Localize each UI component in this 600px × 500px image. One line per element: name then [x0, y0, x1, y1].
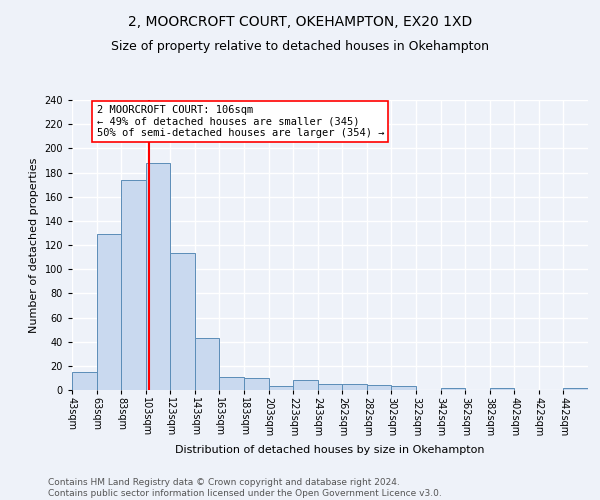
X-axis label: Distribution of detached houses by size in Okehampton: Distribution of detached houses by size … — [175, 444, 485, 454]
Bar — [244, 378, 269, 390]
Text: 2 MOORCROFT COURT: 106sqm
← 49% of detached houses are smaller (345)
50% of semi: 2 MOORCROFT COURT: 106sqm ← 49% of detac… — [97, 105, 384, 138]
Bar — [490, 388, 514, 390]
Bar — [170, 254, 195, 390]
Bar — [391, 386, 416, 390]
Text: 2, MOORCROFT COURT, OKEHAMPTON, EX20 1XD: 2, MOORCROFT COURT, OKEHAMPTON, EX20 1XD — [128, 15, 472, 29]
Bar — [97, 234, 121, 390]
Bar — [72, 372, 97, 390]
Bar — [195, 338, 220, 390]
Bar — [269, 386, 293, 390]
Text: Size of property relative to detached houses in Okehampton: Size of property relative to detached ho… — [111, 40, 489, 53]
Bar — [318, 384, 342, 390]
Bar — [293, 380, 318, 390]
Bar — [146, 163, 170, 390]
Bar — [563, 388, 588, 390]
Bar — [440, 388, 465, 390]
Text: Contains HM Land Registry data © Crown copyright and database right 2024.
Contai: Contains HM Land Registry data © Crown c… — [48, 478, 442, 498]
Y-axis label: Number of detached properties: Number of detached properties — [29, 158, 39, 332]
Bar — [220, 376, 244, 390]
Bar — [342, 384, 367, 390]
Bar — [121, 180, 146, 390]
Bar — [367, 385, 391, 390]
